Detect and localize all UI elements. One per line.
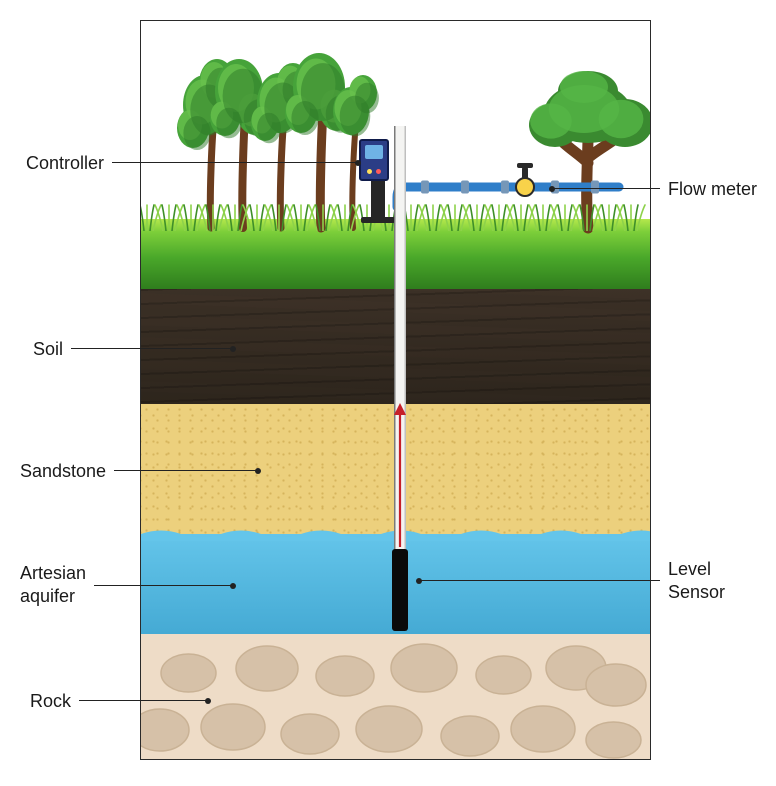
flow-arrow [390, 401, 410, 555]
diagram-frame [140, 20, 651, 760]
label-artesian-aquifer: Artesianaquifer [20, 562, 86, 607]
controller-base [361, 217, 395, 223]
label-soil: Soil [33, 338, 63, 361]
label-rock: Rock [30, 690, 71, 713]
leader-line [112, 162, 360, 163]
label-sandstone: Sandstone [20, 460, 106, 483]
diagram-stage: Controller Soil Sandstone Artesianaquifer Ro… [0, 0, 776, 786]
leader-line [79, 700, 210, 701]
label-flow-meter: Flow meter [668, 178, 757, 201]
leader-line [71, 348, 235, 349]
leader-line [417, 580, 660, 581]
level-sensor [392, 549, 408, 631]
label-controller: Controller [26, 152, 104, 175]
label-level-sensor: LevelSensor [668, 558, 725, 603]
leader-line [94, 585, 235, 586]
leader-line [550, 188, 660, 189]
leader-line [114, 470, 260, 471]
